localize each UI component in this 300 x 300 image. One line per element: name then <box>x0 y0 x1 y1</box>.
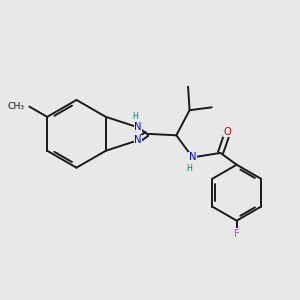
Text: N: N <box>134 122 142 132</box>
Text: O: O <box>224 127 232 137</box>
Text: H: H <box>187 164 193 173</box>
Text: F: F <box>234 229 240 239</box>
Text: CH₃: CH₃ <box>8 102 25 111</box>
Text: N: N <box>189 152 196 162</box>
Text: H: H <box>132 112 138 121</box>
Text: N: N <box>134 135 142 145</box>
